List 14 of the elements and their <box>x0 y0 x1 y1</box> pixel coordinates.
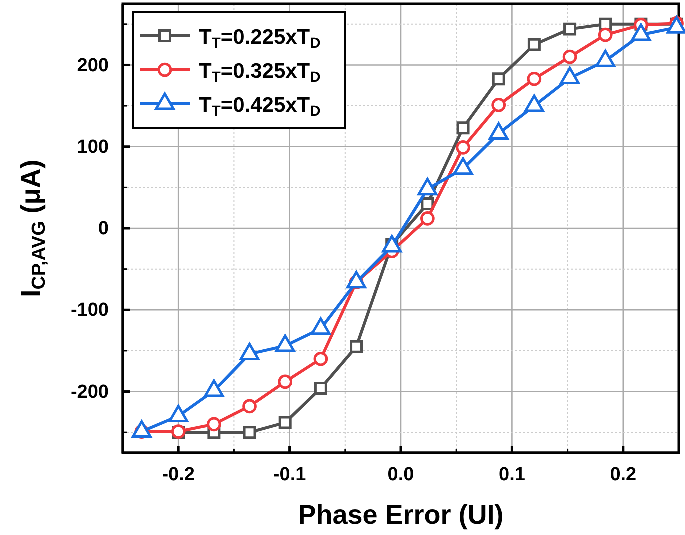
x-axis-title: Phase Error (UI) <box>298 500 504 530</box>
y-tick-label: 100 <box>77 136 109 158</box>
x-tick-label: 0.0 <box>388 464 414 486</box>
y-tick-label: -200 <box>70 382 109 403</box>
x-tick-label: -0.2 <box>162 464 195 486</box>
x-tick-label: 0.1 <box>498 464 526 486</box>
legend-label: T$_{T}$=0.425xT$_{D}$ <box>199 94 321 120</box>
x-tick-label: -0.1 <box>273 464 307 486</box>
y-tick-label: 0 <box>98 218 109 240</box>
legend-label: T$_{T}$=0.225xT$_{D}$ <box>199 26 321 52</box>
legend-label: T$_{T}$=0.325xT$_{D}$ <box>199 60 321 86</box>
y-tick-label: 200 <box>77 55 109 76</box>
x-tick-label: 0.2 <box>610 464 637 486</box>
y-tick-label: -100 <box>70 300 109 322</box>
